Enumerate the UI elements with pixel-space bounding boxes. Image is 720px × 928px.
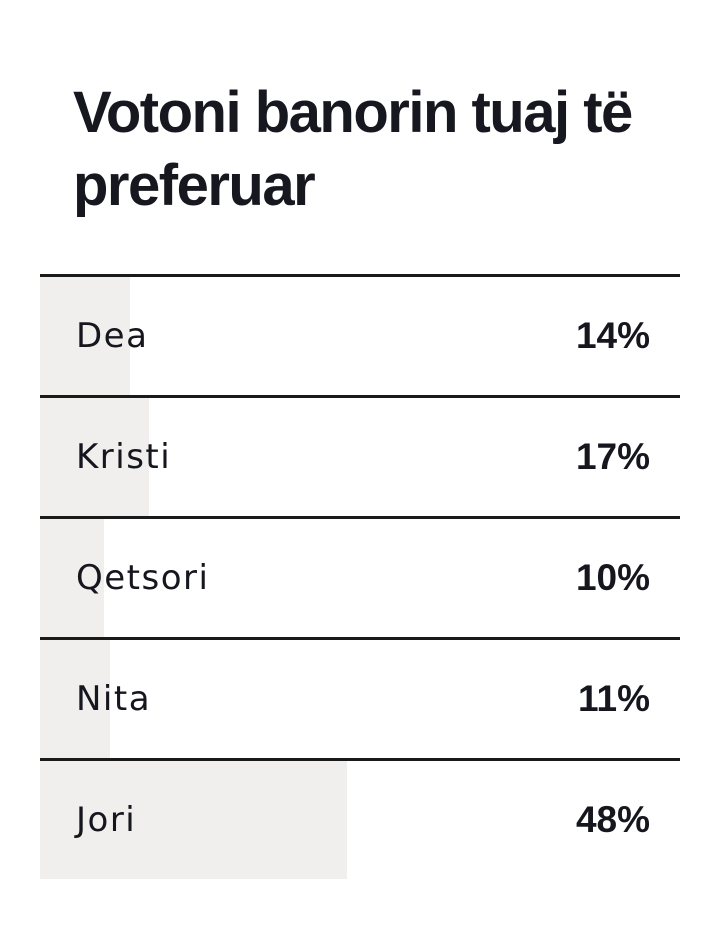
option-label: Dea [76, 316, 149, 356]
vote-share-bar [40, 640, 111, 758]
option-label: Kristi [76, 437, 172, 477]
option-percent: 48% [575, 799, 650, 840]
poll-option-jori[interactable]: Jori 48% [40, 758, 680, 879]
vote-share-bar [40, 398, 149, 516]
option-label: Qetsori [76, 558, 210, 598]
poll-option-qetsori[interactable]: Qetsori 10% [40, 516, 680, 637]
poll-option-kristi[interactable]: Kristi 17% [40, 395, 680, 516]
poll-title-line-2: preferuar [73, 153, 316, 218]
poll-title: Votoni banorin tuaj të preferuar [73, 76, 653, 222]
vote-share-bar [40, 761, 348, 879]
option-percent: 17% [575, 436, 650, 477]
poll-option-dea[interactable]: Dea 14% [40, 274, 680, 395]
vote-share-bar [40, 519, 104, 637]
poll-title-line-1: Votoni banorin tuaj të [73, 80, 633, 145]
poll-options-list: Dea 14% Kristi 17% Qetsori 10% Nita 11% … [40, 274, 680, 879]
option-percent: 10% [575, 557, 650, 598]
option-percent: 11% [577, 678, 650, 719]
option-label: Nita [76, 679, 152, 719]
option-percent: 14% [575, 315, 650, 356]
vote-share-bar [40, 277, 130, 395]
poll-option-nita[interactable]: Nita 11% [40, 637, 680, 758]
option-label: Jori [76, 800, 137, 840]
